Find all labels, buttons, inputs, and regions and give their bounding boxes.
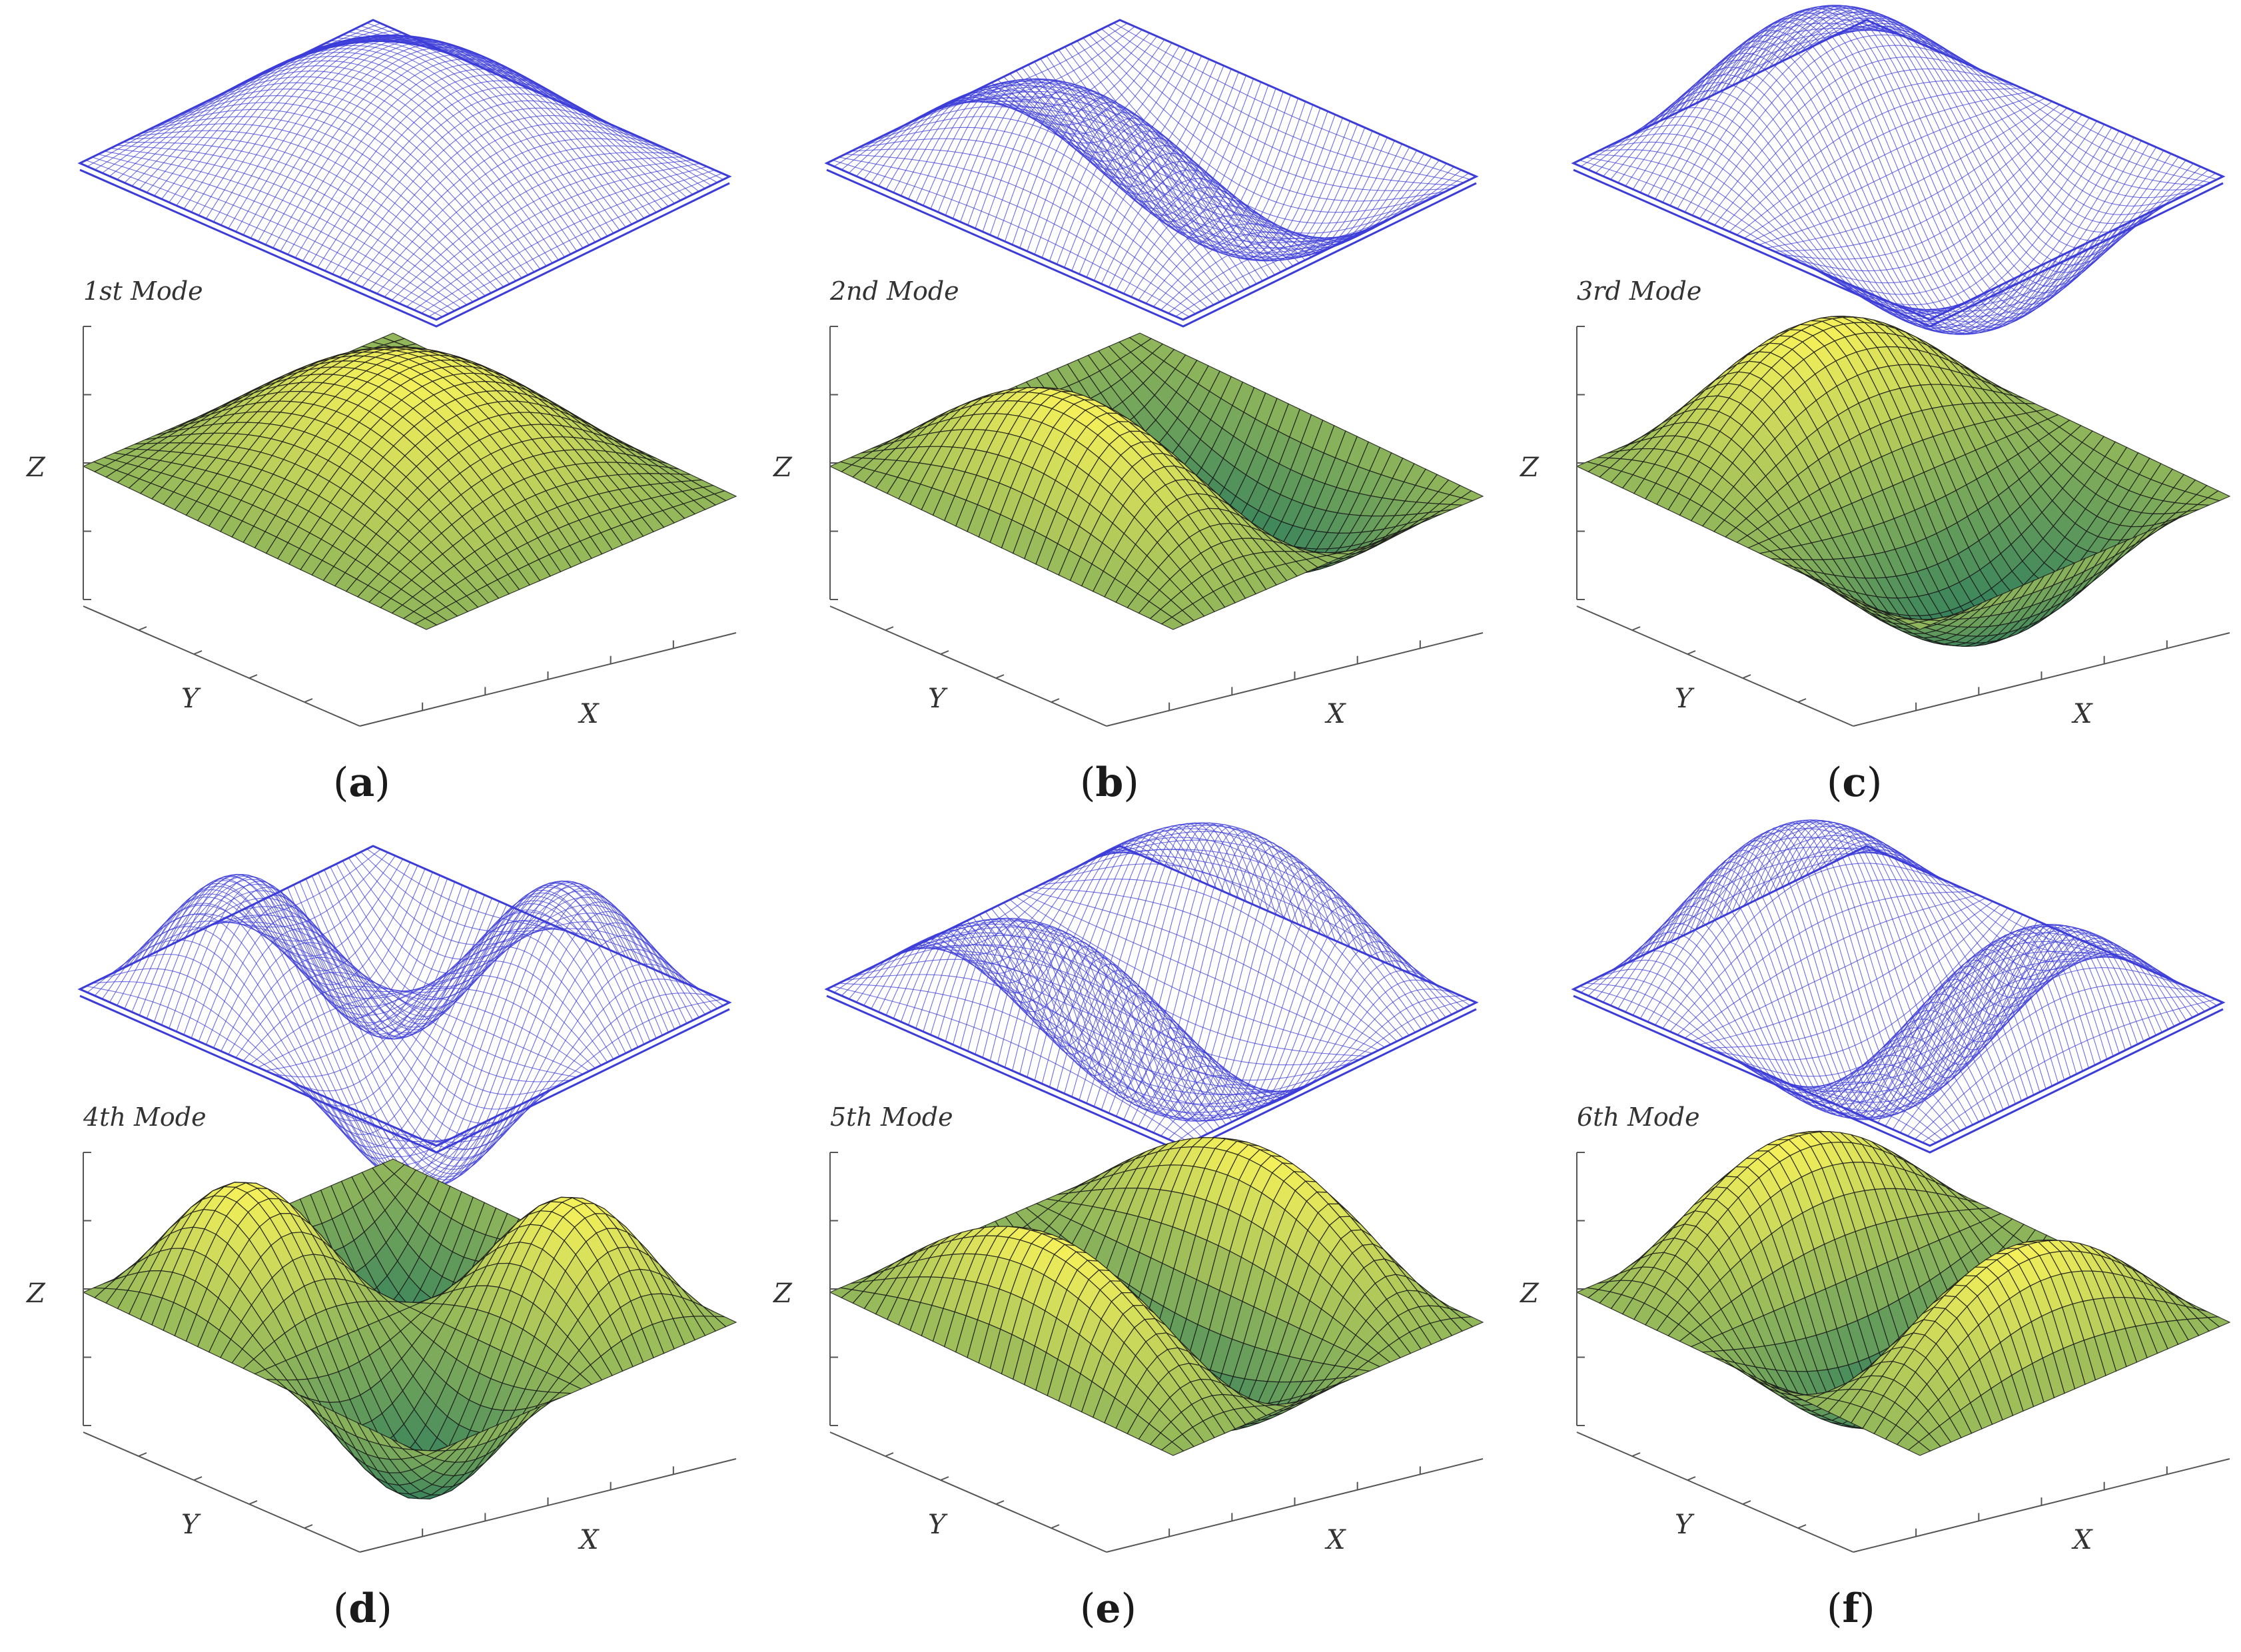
- panel-e: 5th Mode Z Y X (e): [747, 822, 1494, 1652]
- x-axis-label: X: [578, 1525, 600, 1555]
- panel-b-graphic: 2nd Mode Z Y X: [772, 19, 1484, 729]
- mode-title: 3rd Mode: [1577, 276, 1701, 306]
- wireframe-plot: [824, 19, 1479, 328]
- z-axis-label: Z: [25, 452, 46, 483]
- wireframe-plot: [824, 822, 1479, 1154]
- panel-b: 2nd Mode Z Y X (b): [747, 0, 1494, 826]
- axes: [83, 326, 737, 727]
- x-axis-label: X: [1324, 699, 1346, 729]
- wireframe-plot: [77, 19, 732, 328]
- axes: [829, 1152, 1484, 1553]
- panel-d-label: (d): [333, 1585, 392, 1632]
- y-axis-label: Y: [1675, 683, 1695, 714]
- surface-plot: [82, 332, 737, 630]
- panel-f-graphic: 6th Mode Z Y X: [1519, 819, 2231, 1555]
- panel-e-graphic: 5th Mode Z Y X: [772, 822, 1484, 1555]
- x-axis-label: X: [2071, 699, 2093, 729]
- z-axis-label: Z: [772, 452, 793, 483]
- panel-d-graphic: 4th Mode Z Y X: [25, 845, 737, 1555]
- surface-plot: [829, 1137, 1484, 1456]
- mode-title: 2nd Mode: [829, 276, 959, 306]
- z-axis-label: Z: [1519, 452, 1540, 483]
- y-axis-label: Y: [1675, 1509, 1695, 1540]
- y-axis-label: Y: [181, 683, 201, 714]
- panel-f-label: (f): [1827, 1585, 1875, 1632]
- surface-plot: [1575, 1130, 2231, 1456]
- panel-b-label: (b): [1080, 759, 1139, 806]
- panel-f: 6th Mode Z Y X (f): [1494, 819, 2240, 1652]
- panel-c: 3rd Mode Z Y X (c): [1494, 0, 2240, 826]
- axes: [1576, 1152, 2230, 1553]
- axes: [829, 326, 1484, 727]
- axes: [83, 1152, 737, 1553]
- mode-title: 1st Mode: [83, 276, 203, 306]
- panel-e-label: (e): [1080, 1585, 1137, 1632]
- z-axis-label: Z: [772, 1278, 793, 1309]
- mode-title: 4th Mode: [83, 1102, 207, 1132]
- surface-plot: [1575, 315, 2231, 647]
- z-axis-label: Z: [1519, 1278, 1540, 1309]
- mode-title: 5th Mode: [830, 1102, 953, 1132]
- panel-c-label: (c): [1827, 759, 1883, 806]
- panel-a-label: (a): [333, 759, 390, 806]
- mode-title: 6th Mode: [1577, 1102, 1700, 1132]
- x-axis-label: X: [1324, 1525, 1346, 1555]
- panel-a: 1st Mode Z Y X (a): [0, 0, 747, 826]
- y-axis-label: Y: [928, 683, 948, 714]
- surface-plot: [829, 332, 1484, 630]
- wireframe-plot: [1571, 5, 2226, 335]
- x-axis-label: X: [578, 699, 600, 729]
- y-axis-label: Y: [928, 1509, 948, 1540]
- axes: [1576, 326, 2230, 727]
- y-axis-label: Y: [181, 1509, 201, 1540]
- wireframe-plot: [77, 845, 732, 1190]
- panel-c-graphic: 3rd Mode Z Y X: [1519, 5, 2231, 729]
- panel-a-graphic: 1st Mode Z Y X: [25, 19, 737, 729]
- surface-plot: [82, 1158, 737, 1499]
- panel-d: 4th Mode Z Y X (d): [0, 826, 747, 1652]
- x-axis-label: X: [2071, 1525, 2093, 1555]
- z-axis-label: Z: [25, 1278, 46, 1309]
- wireframe-plot: [1571, 819, 2226, 1154]
